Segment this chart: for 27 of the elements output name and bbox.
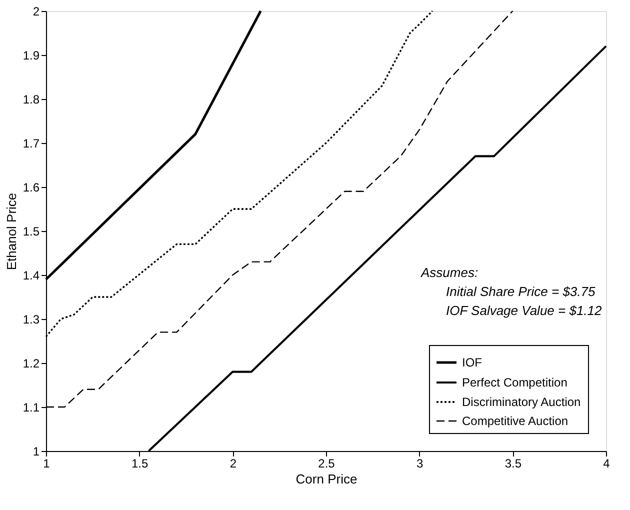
y-tick-label: 1.1: [22, 400, 40, 414]
y-tick-label: 1.2: [22, 356, 40, 370]
y-tick-label: 1.7: [22, 136, 40, 150]
y-axis-title: Ethanol Price: [4, 192, 19, 270]
annotation: Initial Share Price = $3.75: [446, 284, 596, 299]
annotation: Assumes:: [420, 265, 478, 280]
legend-label: Discriminatory Auction: [462, 395, 581, 409]
legend-label: IOF: [462, 356, 482, 370]
legend-label: Perfect Competition: [462, 376, 568, 390]
x-tick-label: 2: [230, 456, 237, 470]
y-tick-label: 1.6: [22, 180, 40, 194]
x-tick-label: 4: [603, 456, 610, 470]
y-tick-label: 1.4: [22, 268, 40, 282]
y-tick-label: 1: [32, 444, 40, 458]
legend-label: Competitive Auction: [462, 414, 568, 428]
y-tick-label: 1.9: [22, 48, 40, 62]
y-tick-label: 2: [32, 4, 40, 18]
x-tick-label: 2.5: [318, 456, 336, 470]
y-tick-label: 1.3: [22, 312, 40, 326]
x-tick-label: 3: [416, 456, 424, 470]
x-axis-title: Corn Price: [296, 472, 358, 486]
x-tick-label: 3.5: [504, 456, 522, 470]
y-tick-label: 1.5: [22, 224, 40, 238]
annotation: IOF Salvage Value = $1.12: [446, 303, 603, 318]
y-tick-label: 1.8: [22, 92, 40, 106]
x-tick-label: 1.5: [131, 456, 148, 470]
x-tick-label: 1: [43, 456, 50, 470]
